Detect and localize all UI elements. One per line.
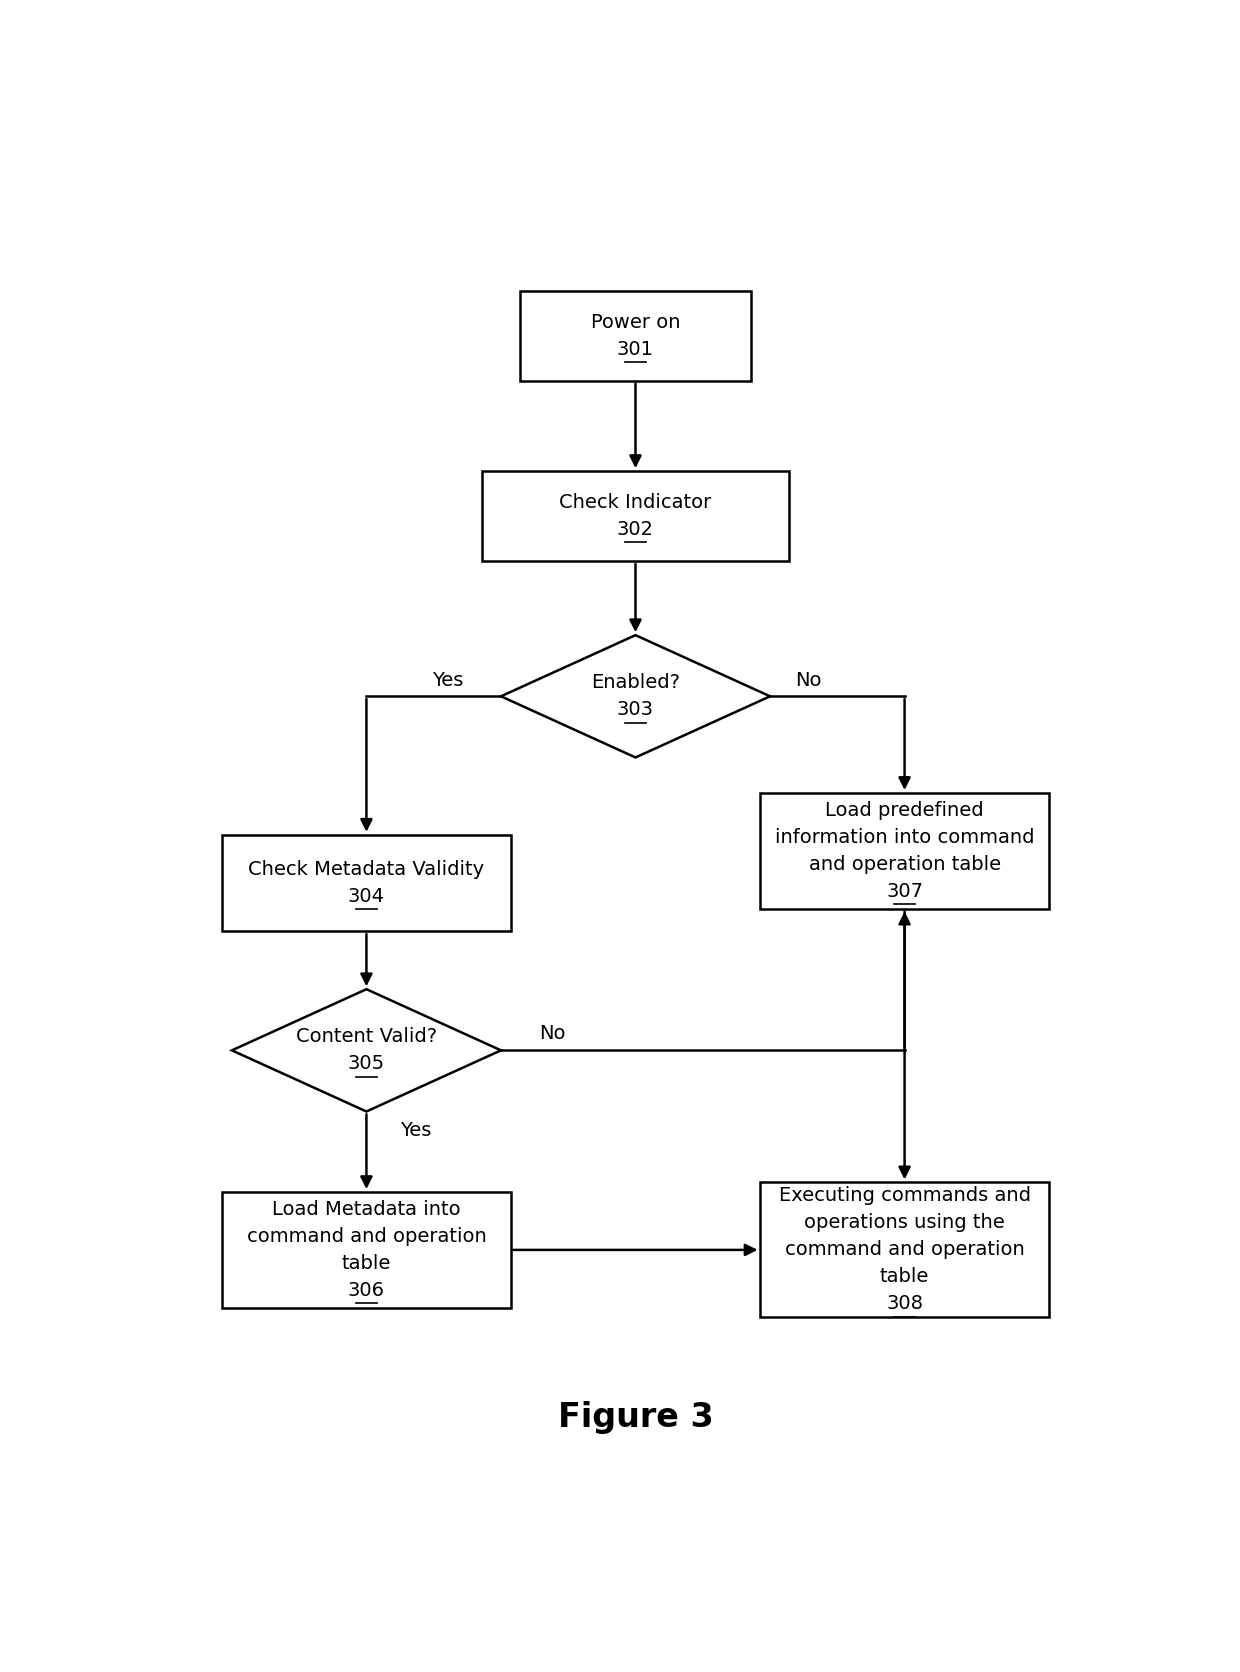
Text: Power on: Power on [590,313,681,331]
Polygon shape [501,635,770,757]
Text: No: No [539,1025,565,1043]
Text: 304: 304 [348,888,384,906]
FancyBboxPatch shape [521,291,751,381]
Text: Enabled?: Enabled? [591,674,680,692]
Text: 302: 302 [618,520,653,538]
Text: table: table [880,1267,929,1286]
Text: Figure 3: Figure 3 [558,1401,713,1435]
Text: Load Metadata into: Load Metadata into [272,1200,461,1219]
Text: Load predefined: Load predefined [826,801,983,819]
Text: Content Valid?: Content Valid? [296,1027,436,1047]
Polygon shape [232,990,501,1112]
FancyBboxPatch shape [481,472,789,562]
Text: operations using the: operations using the [805,1214,1004,1232]
FancyBboxPatch shape [222,1192,511,1308]
Text: table: table [342,1254,391,1272]
Text: command and operation: command and operation [247,1227,486,1246]
Text: No: No [795,672,822,691]
Text: 306: 306 [348,1281,384,1299]
Text: Yes: Yes [401,1122,432,1140]
Text: and operation table: and operation table [808,854,1001,874]
Text: Yes: Yes [433,672,464,691]
Text: 303: 303 [618,701,653,719]
Text: command and operation: command and operation [785,1241,1024,1259]
Text: Check Metadata Validity: Check Metadata Validity [248,859,485,879]
Text: 308: 308 [887,1294,923,1314]
Text: Check Indicator: Check Indicator [559,493,712,512]
FancyBboxPatch shape [760,1182,1049,1318]
FancyBboxPatch shape [760,793,1049,910]
Text: information into command: information into command [775,828,1034,846]
Text: 305: 305 [348,1055,384,1073]
Text: Executing commands and: Executing commands and [779,1187,1030,1206]
Text: 301: 301 [618,339,653,359]
FancyBboxPatch shape [222,834,511,931]
Text: 307: 307 [887,881,923,901]
